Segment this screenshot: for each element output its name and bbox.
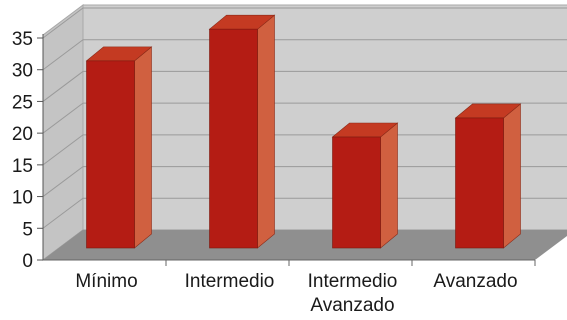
y-tick-label: 20 [12, 124, 33, 145]
x-tick-label-line: Intermedio [308, 271, 398, 292]
bar-series [85, 14, 522, 249]
y-tick-label: 15 [12, 156, 33, 177]
x-axis: Mínimo Intermedio Intermedio Avanzado Avanza… [75, 260, 536, 316]
bar-side-face [380, 122, 398, 249]
y-axis: 0 5 10 15 20 25 30 35 [12, 29, 535, 272]
bar [454, 103, 522, 249]
x-tick-label-line: Avanzado [433, 271, 517, 292]
bar-side-face [503, 103, 521, 249]
gridline [42, 166, 567, 197]
bar-front-face [86, 60, 135, 249]
bar-side-face [134, 46, 152, 249]
y-tick-label: 30 [12, 61, 33, 82]
bar [208, 14, 276, 249]
x-tick-label-line: Intermedio [185, 271, 275, 292]
gridline [42, 70, 567, 102]
gridline [42, 39, 567, 71]
x-tick-label: Avanzado [433, 271, 517, 292]
y-tick-label: 5 [22, 219, 33, 240]
y-tick-label: 10 [12, 188, 33, 209]
gridline [42, 102, 567, 134]
bar-front-face [455, 117, 504, 249]
x-tick-label-line: Avanzado [310, 295, 394, 316]
x-tick-label: Intermedio Avanzado [308, 271, 398, 316]
x-tick-label-line: Mínimo [75, 271, 137, 292]
bar [331, 122, 399, 249]
y-tick-label: 35 [12, 29, 33, 50]
bar-front-face [209, 28, 258, 249]
bar-front-face [332, 136, 381, 249]
gridline [42, 197, 567, 229]
gridline [42, 7, 567, 39]
chart-side-wall [42, 4, 84, 261]
bar [85, 46, 153, 249]
bar-side-face [257, 14, 275, 249]
x-tick-label: Mínimo [75, 271, 137, 292]
y-tick-label: 25 [12, 92, 33, 113]
x-tick-label: Intermedio [185, 271, 275, 292]
gridline [42, 134, 567, 166]
y-tick-label: 0 [22, 251, 33, 272]
chart-floor [43, 230, 567, 260]
